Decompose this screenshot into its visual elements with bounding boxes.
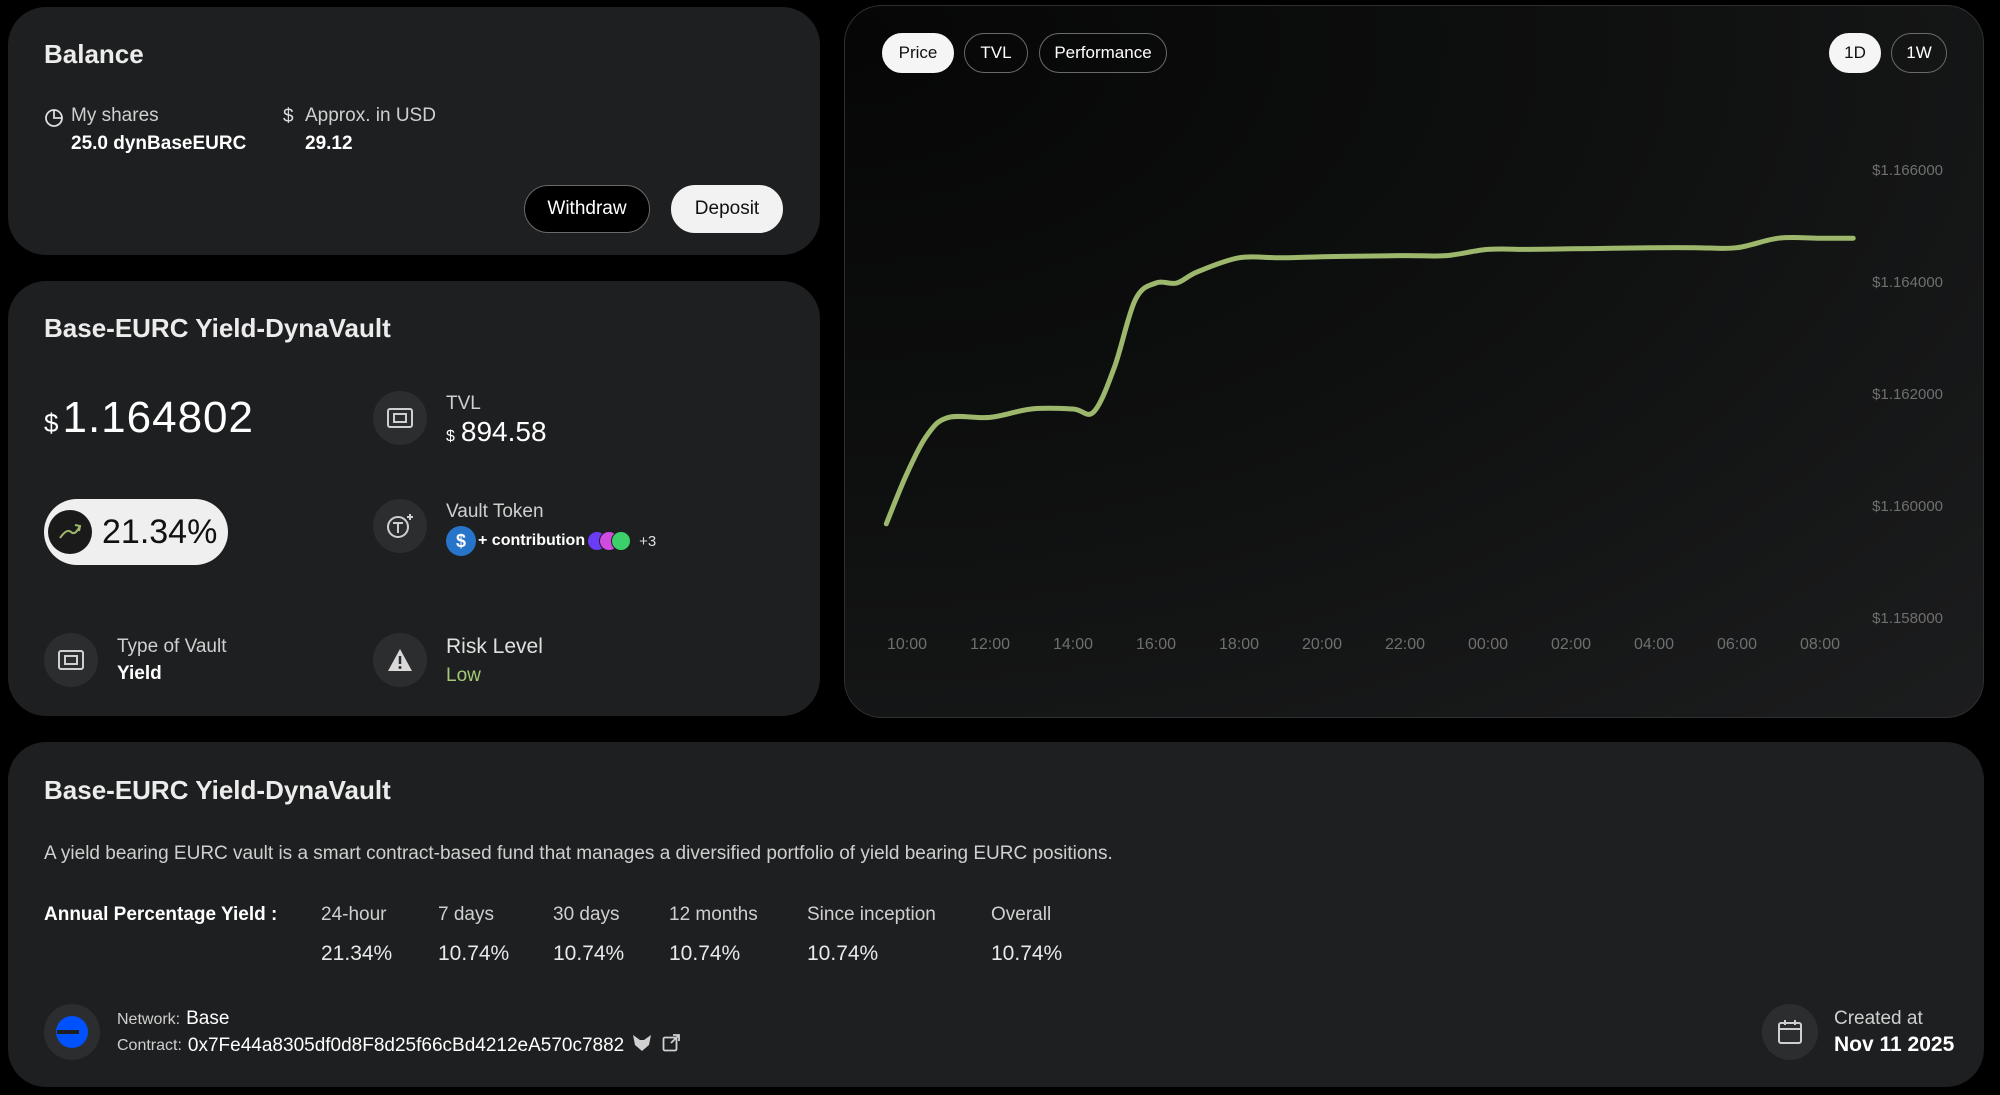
- fox-wallet-icon[interactable]: [632, 1034, 652, 1057]
- apy-period: Since inception: [807, 904, 936, 925]
- tab-price[interactable]: Price: [882, 33, 954, 73]
- dollar-icon: $: [283, 106, 294, 127]
- apy-period: 12 months: [669, 904, 758, 925]
- x-tick-label: 00:00: [1467, 636, 1509, 653]
- price-series-line: [883, 234, 1856, 527]
- tvl-label: TVL: [446, 393, 481, 414]
- token-icon: [373, 499, 427, 553]
- y-tick-label: $1.160000: [1872, 498, 1943, 515]
- range-1d[interactable]: 1D: [1829, 33, 1881, 73]
- range-1w[interactable]: 1W: [1891, 33, 1947, 73]
- apy-badge: 21.34%: [44, 499, 228, 565]
- usdc-coin-icon: $: [446, 526, 476, 556]
- tvl-symbol: $: [446, 428, 455, 445]
- info-card: Base-EURC Yield-DynaVault A yield bearin…: [8, 742, 1984, 1087]
- withdraw-button[interactable]: Withdraw: [524, 185, 650, 233]
- price-value: 1.164802: [62, 393, 254, 442]
- x-tick-label: 08:00: [1799, 636, 1841, 653]
- trend-up-icon: [48, 510, 92, 554]
- token-label: Vault Token: [446, 501, 544, 522]
- token-row: $ + contribution +3: [446, 526, 656, 556]
- y-tick-label: $1.162000: [1872, 386, 1943, 403]
- vault-card: Base-EURC Yield-DynaVault $ 1.164802 21.…: [8, 281, 820, 716]
- deposit-button[interactable]: Deposit: [671, 185, 783, 233]
- apy-value: 21.34%: [321, 942, 393, 965]
- x-tick-label: 18:00: [1218, 636, 1260, 653]
- usd-label: Approx. in USD: [305, 105, 436, 126]
- risk-value: Low: [446, 665, 481, 686]
- apy-value: 10.74%: [807, 942, 879, 965]
- network-value: Base: [186, 1008, 230, 1029]
- balance-title: Balance: [44, 39, 144, 69]
- chart-card: Price TVL Performance 1D 1W $1.166000 $1.…: [844, 5, 1984, 718]
- token-more: +3: [639, 532, 657, 550]
- vault-description: A yield bearing EURC vault is a smart co…: [44, 843, 1113, 864]
- x-tick-label: 04:00: [1633, 636, 1675, 653]
- apy-badge-value: 21.34%: [102, 512, 218, 551]
- apy-period: Overall: [991, 904, 1052, 925]
- x-tick-label: 02:00: [1550, 636, 1592, 653]
- apy-period: 24-hour: [321, 904, 387, 925]
- vault-type-icon: [44, 633, 98, 687]
- price-chart: [883, 234, 1856, 527]
- warning-icon: [373, 633, 427, 687]
- tab-tvl[interactable]: TVL: [964, 33, 1028, 73]
- usd-value: 29.12: [305, 133, 353, 154]
- apy-period: 7 days: [438, 904, 494, 925]
- balance-card: Balance My shares 25.0 dynBaseEURC $ App…: [8, 7, 820, 255]
- calendar-icon: [1762, 1004, 1818, 1060]
- vault-box-icon: [373, 391, 427, 445]
- type-value: Yield: [117, 663, 162, 684]
- price-symbol: $: [44, 408, 59, 438]
- x-tick-label: 22:00: [1384, 636, 1426, 653]
- apy-label: Annual Percentage Yield :: [44, 904, 278, 925]
- y-tick-label: $1.164000: [1872, 274, 1943, 291]
- x-tick-label: 06:00: [1716, 636, 1758, 653]
- share-price: $ 1.164802: [44, 393, 254, 443]
- base-network-icon: [44, 1004, 100, 1060]
- vault-title: Base-EURC Yield-DynaVault: [44, 313, 391, 343]
- contract-label: Contract:: [117, 1036, 182, 1054]
- tvl-value: 894.58: [460, 416, 547, 447]
- y-tick-label: $1.158000: [1872, 610, 1943, 627]
- apy-value: 10.74%: [991, 942, 1063, 965]
- shares-label: My shares: [71, 105, 159, 126]
- created-label: Created at: [1834, 1008, 1923, 1029]
- type-label: Type of Vault: [117, 636, 227, 657]
- contract-row: Contract: 0x7Fe44a8305df0d8F8d25f66cBd42…: [117, 1034, 681, 1057]
- x-tick-label: 10:00: [886, 636, 928, 653]
- x-tick-label: 20:00: [1301, 636, 1343, 653]
- apy-value: 10.74%: [438, 942, 510, 965]
- contract-address[interactable]: 0x7Fe44a8305df0d8F8d25f66cBd4212eA570c78…: [187, 1034, 625, 1056]
- x-tick-label: 12:00: [969, 636, 1011, 653]
- network-row: Network: Base: [117, 1008, 229, 1030]
- apy-value: 10.74%: [553, 942, 625, 965]
- risk-label: Risk Level: [446, 635, 543, 658]
- token-text: + contribution: [478, 532, 586, 549]
- external-link-icon[interactable]: [662, 1034, 681, 1057]
- created-value: Nov 11 2025: [1834, 1033, 1955, 1056]
- tab-performance[interactable]: Performance: [1039, 33, 1167, 73]
- pie-chart-icon: [44, 108, 64, 133]
- token-stack-icon: [587, 531, 632, 551]
- network-label: Network:: [117, 1011, 181, 1028]
- y-tick-label: $1.166000: [1872, 162, 1943, 179]
- tvl-amount: $ 894.58: [446, 416, 547, 448]
- apy-period: 30 days: [553, 904, 620, 925]
- shares-value: 25.0 dynBaseEURC: [71, 133, 247, 154]
- apy-value: 10.74%: [669, 942, 741, 965]
- info-title: Base-EURC Yield-DynaVault: [44, 775, 391, 805]
- x-tick-label: 14:00: [1052, 636, 1094, 653]
- x-tick-label: 16:00: [1135, 636, 1177, 653]
